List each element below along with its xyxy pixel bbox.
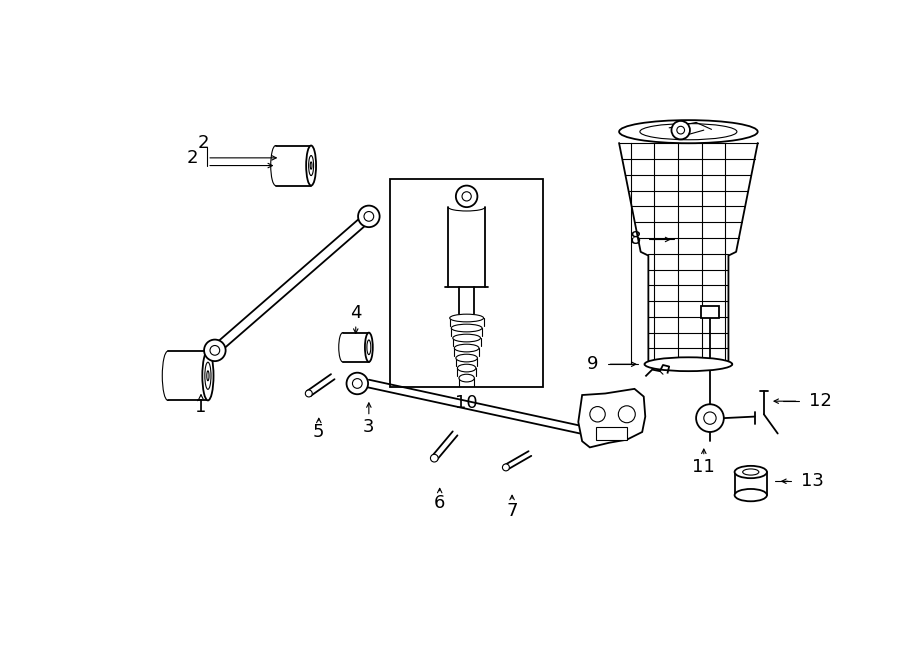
Circle shape	[671, 121, 690, 139]
Ellipse shape	[338, 332, 346, 362]
Circle shape	[210, 346, 220, 355]
Ellipse shape	[457, 364, 476, 372]
Ellipse shape	[619, 120, 758, 143]
Circle shape	[590, 407, 605, 422]
Ellipse shape	[207, 371, 209, 381]
Circle shape	[456, 186, 477, 207]
Ellipse shape	[205, 362, 211, 389]
Ellipse shape	[734, 489, 767, 501]
Text: 7: 7	[507, 502, 517, 520]
Text: 8: 8	[629, 231, 641, 249]
Text: 9: 9	[587, 355, 599, 373]
Circle shape	[353, 379, 362, 388]
Circle shape	[358, 206, 380, 227]
Ellipse shape	[640, 124, 737, 139]
Ellipse shape	[459, 374, 474, 382]
Ellipse shape	[306, 145, 316, 186]
Ellipse shape	[456, 354, 477, 362]
Text: 4: 4	[350, 305, 362, 323]
Ellipse shape	[305, 390, 312, 397]
Bar	[275, 145, 311, 186]
Ellipse shape	[310, 162, 312, 169]
Polygon shape	[579, 389, 645, 447]
Ellipse shape	[271, 145, 281, 186]
Circle shape	[704, 412, 716, 424]
Text: 2: 2	[186, 149, 198, 167]
Bar	[391, 179, 543, 387]
Ellipse shape	[450, 314, 483, 322]
Text: 6: 6	[434, 494, 446, 512]
Text: 5: 5	[313, 423, 325, 441]
Ellipse shape	[430, 454, 438, 462]
Circle shape	[618, 406, 635, 423]
Text: 1: 1	[195, 397, 207, 416]
Circle shape	[462, 192, 472, 201]
Bar	[343, 332, 369, 362]
Text: 2: 2	[198, 134, 209, 152]
Ellipse shape	[364, 332, 373, 362]
Ellipse shape	[162, 351, 174, 401]
Bar	[701, 307, 719, 318]
Ellipse shape	[367, 340, 371, 354]
Text: 3: 3	[363, 418, 374, 436]
Ellipse shape	[502, 464, 509, 471]
Circle shape	[677, 126, 685, 134]
Ellipse shape	[451, 324, 482, 332]
Text: 12: 12	[808, 392, 832, 410]
Ellipse shape	[734, 466, 767, 478]
Circle shape	[204, 340, 226, 361]
Text: 11: 11	[692, 457, 716, 476]
Circle shape	[364, 212, 374, 221]
Ellipse shape	[453, 334, 481, 342]
Circle shape	[696, 405, 724, 432]
Bar	[596, 428, 626, 440]
Ellipse shape	[309, 155, 313, 176]
Ellipse shape	[742, 469, 759, 475]
Ellipse shape	[202, 351, 213, 401]
Text: 13: 13	[801, 472, 824, 490]
Ellipse shape	[454, 344, 479, 352]
Text: 10: 10	[455, 394, 478, 412]
Ellipse shape	[644, 358, 733, 371]
Bar	[168, 351, 208, 401]
Circle shape	[346, 373, 368, 394]
